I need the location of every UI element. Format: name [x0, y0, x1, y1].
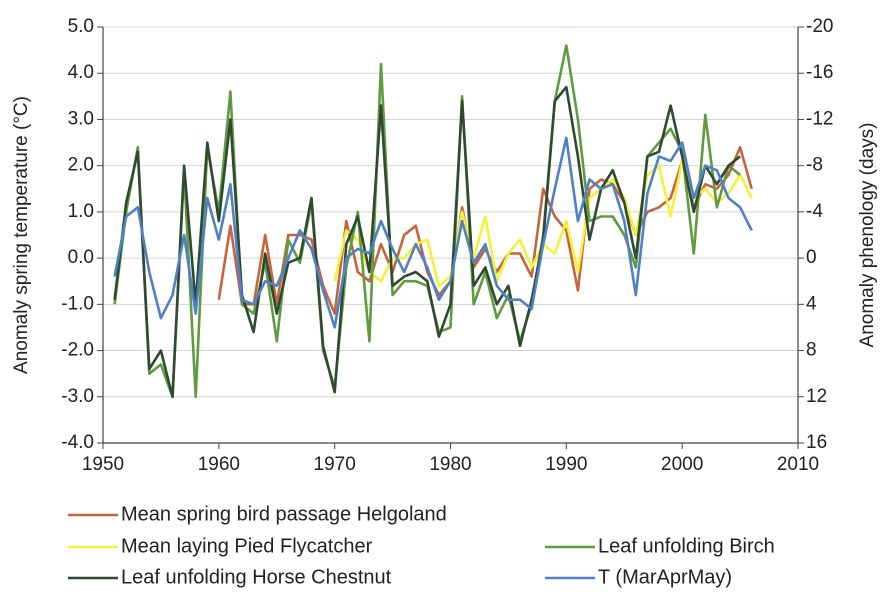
y-tick-label: 0.0: [68, 247, 94, 268]
y-tick-label: 2.0: [68, 155, 94, 176]
x-tick-label: 2000: [661, 454, 703, 475]
legend-label: T (MarAprMay): [598, 566, 732, 588]
y2-tick-label: 0: [806, 247, 817, 268]
y2-tick-label: -4: [806, 201, 823, 222]
y2-tick-label: 4: [806, 293, 817, 314]
x-tick-label: 2010: [777, 454, 819, 475]
y2-tick-label: -8: [806, 155, 823, 176]
x-tick-label: 1960: [198, 454, 240, 475]
legend-label: Leaf unfolding Horse Chestnut: [121, 566, 392, 588]
series-line: [113, 44, 741, 399]
y2-tick-label: -20: [806, 16, 833, 37]
legend-label: Mean spring bird passage Helgoland: [121, 503, 447, 525]
y2-axis-label: Anomaly phenology (days): [857, 123, 878, 348]
y2-tick-label: 16: [806, 432, 827, 453]
x-tick-label: 1980: [429, 454, 471, 475]
y-tick-label: -1.0: [61, 293, 94, 314]
series-line: [113, 136, 753, 329]
y-tick-label: 4.0: [68, 62, 94, 83]
series-line: [113, 85, 741, 399]
legend-label: Leaf unfolding Birch: [598, 535, 775, 557]
y-tick-label: 5.0: [68, 16, 94, 37]
y-tick-label: 3.0: [68, 108, 94, 129]
x-tick-label: 1970: [314, 454, 356, 475]
y-tick-label: -3.0: [61, 386, 94, 407]
x-tick-label: 1950: [82, 454, 124, 475]
y-tick-label: -2.0: [61, 340, 94, 361]
y-axis-label: Anomaly spring temperature (°C): [11, 96, 32, 374]
y2-tick-label: 8: [806, 340, 817, 361]
y2-tick-label: 12: [806, 386, 827, 407]
y-tick-label: -4.0: [61, 432, 94, 453]
x-tick-label: 1990: [545, 454, 587, 475]
y2-tick-label: -16: [806, 62, 833, 83]
y-tick-label: 1.0: [68, 201, 94, 222]
legend-label: Mean laying Pied Flycatcher: [121, 535, 373, 557]
y2-tick-label: -12: [806, 108, 833, 129]
